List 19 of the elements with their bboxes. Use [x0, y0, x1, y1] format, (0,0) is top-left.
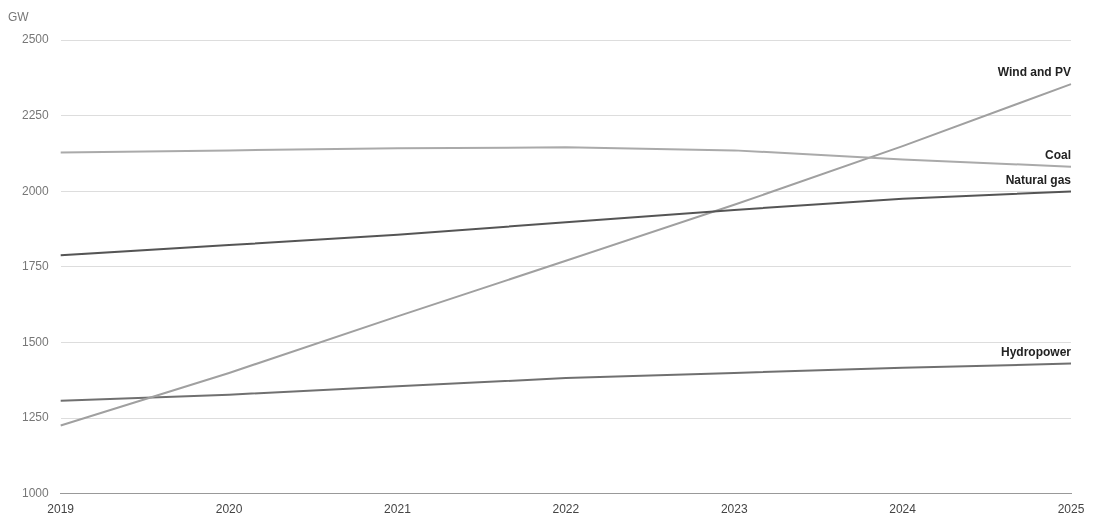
- y-tick-label: 2500: [21, 32, 50, 47]
- y-tick-label: 1250: [21, 410, 50, 425]
- x-tick-label: 2022: [552, 502, 580, 517]
- series-label: Wind and PV: [997, 65, 1071, 80]
- series-label: Hydropower: [1000, 344, 1072, 359]
- y-axis-title: GW: [8, 10, 30, 25]
- y-tick-label: 1750: [21, 259, 50, 274]
- series-label: Natural gas: [1005, 172, 1072, 187]
- y-tick-label: 2000: [21, 183, 50, 198]
- x-tick-label: 2019: [47, 502, 75, 517]
- series-label: Coal: [1044, 148, 1071, 163]
- y-tick-label: 1500: [21, 334, 50, 349]
- x-tick-label: 2023: [720, 502, 748, 517]
- x-tick-label: 2020: [215, 502, 243, 517]
- y-tick-label: 2250: [21, 107, 50, 122]
- y-tick-label: 1000: [21, 485, 50, 500]
- x-tick-label: 2025: [1057, 502, 1085, 517]
- x-tick-label: 2021: [384, 502, 412, 517]
- x-tick-label: 2024: [889, 502, 917, 517]
